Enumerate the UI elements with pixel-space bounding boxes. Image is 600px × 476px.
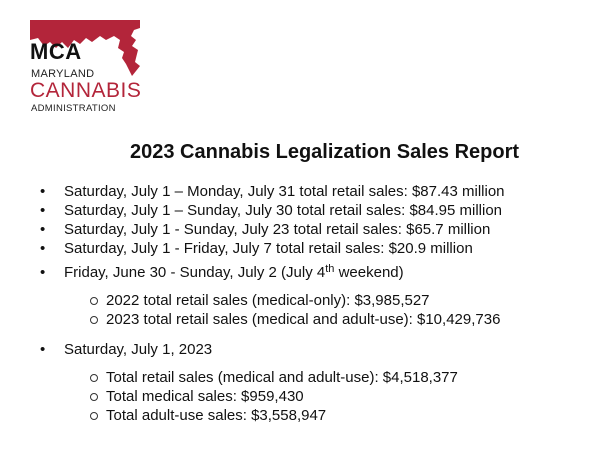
weekend-heading-tail: weekend) bbox=[334, 264, 404, 281]
logo-cannabis: CANNABIS bbox=[30, 79, 142, 102]
logo-abbreviation: MCA bbox=[30, 39, 82, 64]
sales-line: Saturday, July 1 - Sunday, July 23 total… bbox=[64, 221, 491, 238]
circle-bullet-icon bbox=[90, 412, 98, 420]
bullet-icon: • bbox=[40, 264, 46, 281]
circle-bullet-icon bbox=[90, 393, 98, 401]
circle-bullet-icon bbox=[90, 374, 98, 382]
bullet-icon: • bbox=[40, 202, 46, 219]
circle-bullet-icon bbox=[90, 316, 98, 324]
sales-line: Saturday, July 1 – Monday, July 31 total… bbox=[64, 183, 505, 200]
bullet-icon: • bbox=[40, 341, 46, 358]
bullet-icon: • bbox=[40, 183, 46, 200]
weekend-item: 2023 total retail sales (medical and adu… bbox=[106, 311, 501, 328]
weekend-heading: Friday, June 30 - Sunday, July 2 (July 4… bbox=[64, 263, 404, 283]
july1-heading: Saturday, July 1, 2023 bbox=[64, 341, 213, 358]
july1-item: Total adult-use sales: $3,558,947 bbox=[106, 407, 327, 424]
weekend-item: 2022 total retail sales (medical-only): … bbox=[106, 292, 430, 309]
july1-item: Total retail sales (medical and adult-us… bbox=[106, 369, 458, 386]
report-title: 2023 Cannabis Legalization Sales Report bbox=[130, 141, 520, 163]
mca-logo: MCA MARYLAND CANNABIS ADMINISTRATION bbox=[28, 18, 148, 114]
logo-administration: ADMINISTRATION bbox=[31, 103, 116, 114]
bullet-icon: • bbox=[40, 240, 46, 257]
july1-item: Total medical sales: $959,430 bbox=[106, 388, 304, 405]
maryland-map-icon bbox=[30, 20, 140, 76]
weekend-heading-text: Friday, June 30 - Sunday, July 2 (July 4 bbox=[64, 264, 326, 281]
sales-line: Saturday, July 1 – Sunday, July 30 total… bbox=[64, 202, 503, 219]
bullet-icon: • bbox=[40, 221, 46, 238]
logo-maryland: MARYLAND bbox=[31, 68, 95, 80]
ordinal-suffix: th bbox=[325, 263, 335, 275]
circle-bullet-icon bbox=[90, 297, 98, 305]
sales-line: Saturday, July 1 - Friday, July 7 total … bbox=[64, 240, 473, 257]
